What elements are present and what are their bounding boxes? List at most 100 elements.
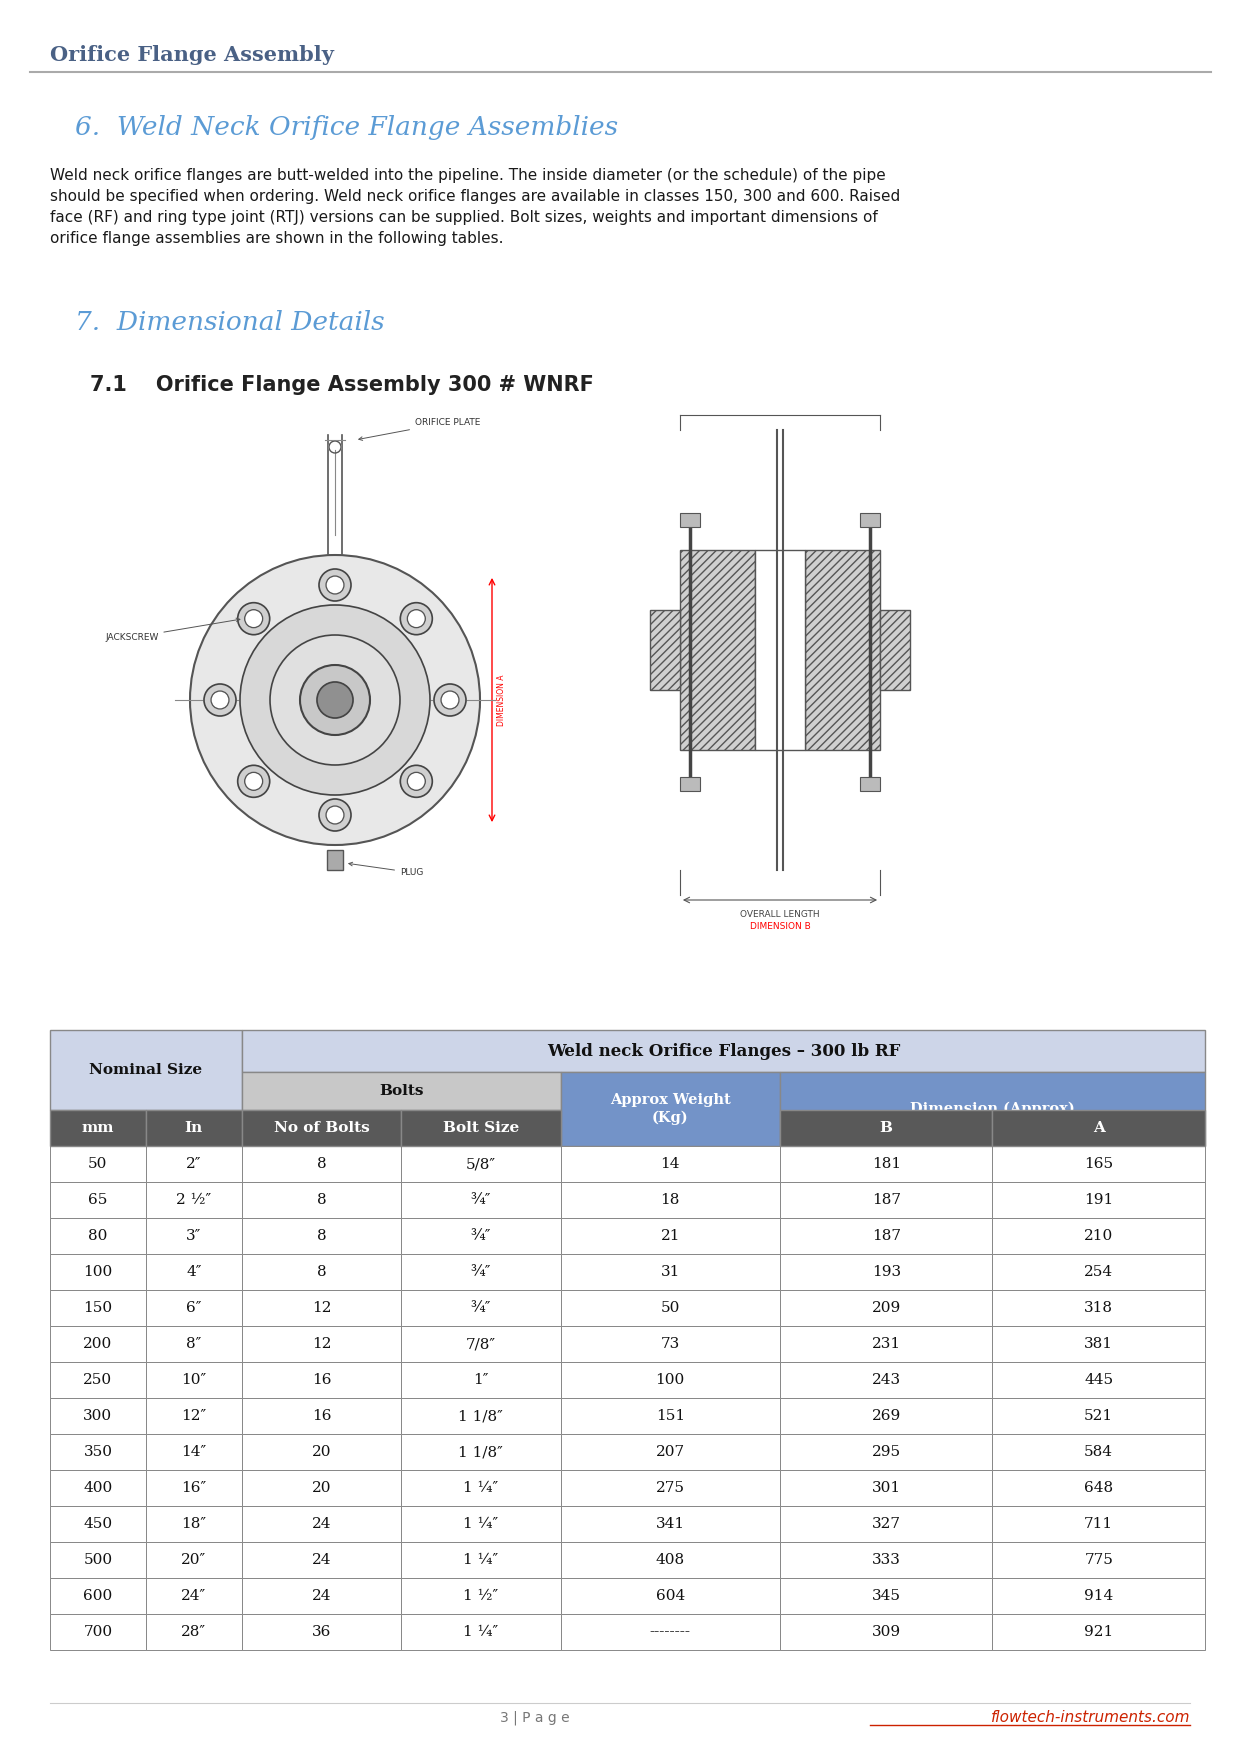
Text: 187: 187: [871, 1228, 901, 1243]
Text: 254: 254: [1085, 1265, 1113, 1279]
Bar: [680, 777, 700, 792]
Text: 16: 16: [311, 1409, 331, 1423]
Text: Bolts: Bolts: [379, 1085, 423, 1099]
Text: 6.  Weld Neck Orifice Flange Assemblies: 6. Weld Neck Orifice Flange Assemblies: [74, 116, 618, 140]
Bar: [146, 1362, 242, 1399]
Bar: [401, 1109, 561, 1146]
Text: 604: 604: [655, 1588, 685, 1602]
Bar: [146, 1399, 242, 1434]
Circle shape: [204, 684, 236, 716]
Text: 16″: 16″: [181, 1481, 206, 1495]
Bar: [50, 1030, 242, 1109]
Circle shape: [211, 691, 230, 709]
Text: Bolt Size: Bolt Size: [443, 1121, 519, 1135]
Text: 14″: 14″: [181, 1444, 206, 1458]
Bar: [779, 1109, 993, 1146]
Text: 1 ¼″: 1 ¼″: [463, 1553, 499, 1567]
Bar: [779, 1362, 993, 1399]
Text: 309: 309: [871, 1625, 901, 1639]
Text: 250: 250: [83, 1372, 113, 1386]
Bar: [993, 1543, 1205, 1578]
Bar: [242, 1218, 401, 1255]
Text: 8″: 8″: [186, 1337, 201, 1351]
Bar: [50, 1290, 146, 1327]
Text: 400: 400: [83, 1481, 113, 1495]
Text: 381: 381: [1085, 1337, 1113, 1351]
Text: 12: 12: [311, 1300, 331, 1314]
Text: 1 ½″: 1 ½″: [463, 1588, 499, 1602]
Text: face (RF) and ring type joint (RTJ) versions can be supplied. Bolt sizes, weight: face (RF) and ring type joint (RTJ) vers…: [50, 211, 877, 225]
Text: 20″: 20″: [181, 1553, 206, 1567]
Text: ¾″: ¾″: [470, 1300, 491, 1314]
Circle shape: [238, 602, 269, 635]
Bar: [242, 1255, 401, 1290]
Bar: [401, 1434, 561, 1471]
Bar: [779, 1399, 993, 1434]
Bar: [401, 1255, 561, 1290]
Bar: [146, 1290, 242, 1327]
Bar: [993, 1471, 1205, 1506]
Bar: [401, 1146, 561, 1183]
Bar: [401, 1218, 561, 1255]
Bar: [993, 1183, 1205, 1218]
Bar: [561, 1471, 779, 1506]
Text: 80: 80: [88, 1228, 108, 1243]
Text: 20: 20: [311, 1481, 331, 1495]
Bar: [860, 512, 880, 526]
Bar: [880, 611, 910, 690]
Bar: [401, 1543, 561, 1578]
Text: 231: 231: [871, 1337, 901, 1351]
Circle shape: [401, 602, 432, 635]
Bar: [242, 1434, 401, 1471]
Bar: [779, 1578, 993, 1615]
Circle shape: [441, 691, 459, 709]
Circle shape: [329, 441, 341, 453]
Text: B: B: [880, 1121, 892, 1135]
Bar: [561, 1218, 779, 1255]
Bar: [779, 1218, 993, 1255]
Text: 333: 333: [871, 1553, 901, 1567]
Text: 6″: 6″: [186, 1300, 201, 1314]
Bar: [755, 549, 805, 749]
Text: 4″: 4″: [186, 1265, 201, 1279]
Bar: [779, 1327, 993, 1362]
Bar: [242, 1327, 401, 1362]
Text: 1 ¼″: 1 ¼″: [463, 1516, 499, 1530]
Text: 191: 191: [1085, 1193, 1113, 1207]
Text: In: In: [185, 1121, 204, 1135]
Bar: [50, 1327, 146, 1362]
Bar: [401, 1615, 561, 1650]
Bar: [242, 1399, 401, 1434]
Bar: [993, 1327, 1205, 1362]
Text: 151: 151: [655, 1409, 685, 1423]
Bar: [401, 1399, 561, 1434]
Bar: [993, 1578, 1205, 1615]
Circle shape: [401, 765, 432, 797]
Text: should be specified when ordering. Weld neck orifice flanges are available in cl: should be specified when ordering. Weld …: [50, 190, 900, 204]
Bar: [779, 1434, 993, 1471]
Text: 181: 181: [871, 1157, 901, 1171]
Text: 2 ½″: 2 ½″: [176, 1193, 211, 1207]
Text: DIMENSION B: DIMENSION B: [750, 921, 810, 930]
Text: 3 | P a g e: 3 | P a g e: [500, 1711, 570, 1725]
Text: 775: 775: [1085, 1553, 1113, 1567]
Text: 16: 16: [311, 1372, 331, 1386]
Bar: [561, 1072, 779, 1146]
Text: 711: 711: [1085, 1516, 1113, 1530]
Bar: [561, 1434, 779, 1471]
Text: DIMENSION A: DIMENSION A: [498, 674, 506, 727]
Text: 600: 600: [83, 1588, 113, 1602]
Bar: [779, 1543, 993, 1578]
Text: orifice flange assemblies are shown in the following tables.: orifice flange assemblies are shown in t…: [50, 232, 504, 246]
Bar: [242, 1362, 401, 1399]
Text: ¾″: ¾″: [470, 1265, 491, 1279]
Bar: [242, 1146, 401, 1183]
Bar: [50, 1255, 146, 1290]
Bar: [50, 1543, 146, 1578]
Bar: [50, 1399, 146, 1434]
Bar: [146, 1471, 242, 1506]
Bar: [561, 1578, 779, 1615]
Text: ¾″: ¾″: [470, 1193, 491, 1207]
Text: flowtech-instruments.com: flowtech-instruments.com: [990, 1711, 1190, 1725]
Bar: [242, 1290, 401, 1327]
